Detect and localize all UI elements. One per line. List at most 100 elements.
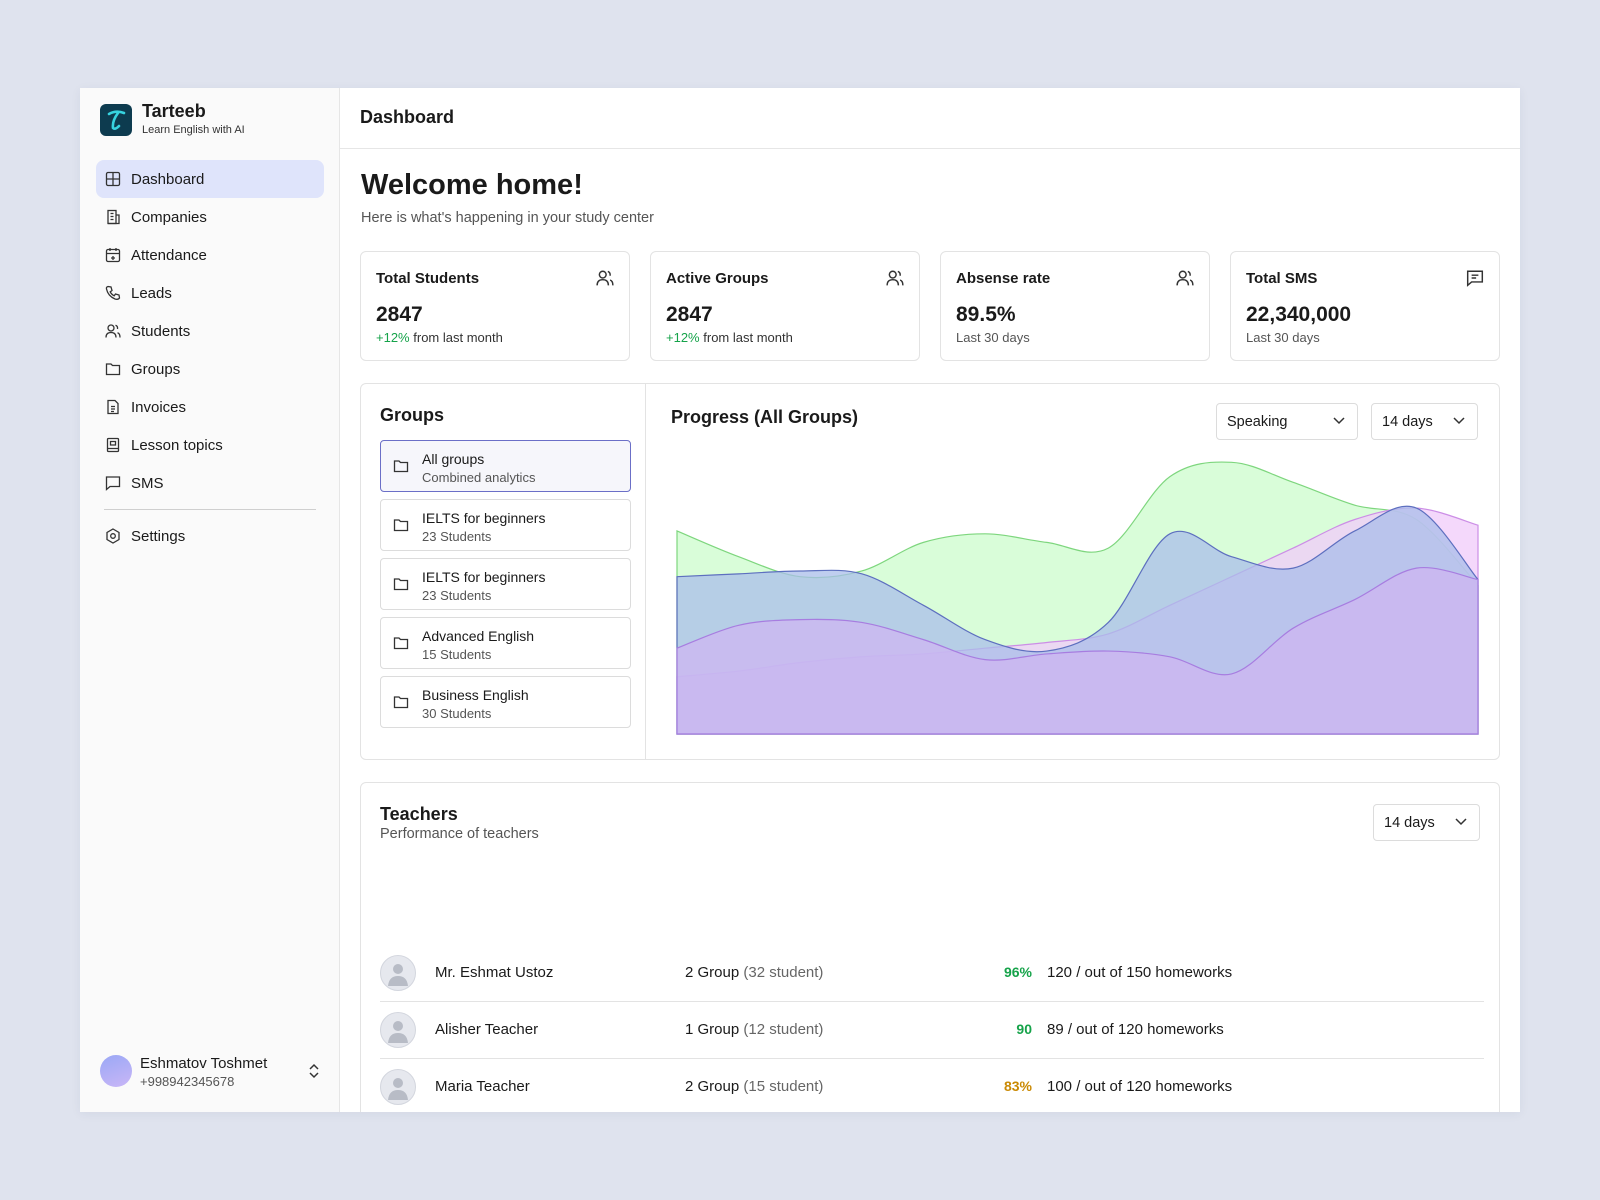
icon [393, 637, 409, 650]
welcome-title: Welcome home! [361, 169, 583, 201]
teacher-name: Mr. Eshmat Ustoz [435, 964, 554, 981]
header: Dashboard [340, 88, 1520, 149]
student-count: (15 student) [743, 1078, 824, 1095]
nav-item[interactable]: Companies [96, 198, 324, 236]
divider [104, 509, 316, 510]
nav-label: Invoices [131, 398, 187, 416]
nav-item[interactable]: Attendance [96, 236, 324, 274]
stat-sub: +12% from last month [666, 330, 793, 345]
brand-tagline: Learn English with AI [142, 124, 245, 136]
nav-label: Students [131, 322, 191, 340]
teachers-title: Teachers [380, 804, 458, 824]
nav-item[interactable]: SMS [96, 464, 324, 502]
teacher-homeworks: 100 / out of 120 homeworks [1047, 1078, 1233, 1095]
icon [105, 363, 121, 376]
group-detail: Combined analytics [422, 470, 536, 485]
stat-card: Total SMS 22,340,000 Last 30 days [1230, 251, 1500, 361]
groups-title: Groups [380, 405, 445, 425]
group-item[interactable]: Business English 30 Students [380, 676, 631, 728]
group-detail: 15 Students [422, 647, 492, 662]
user-phone: +998942345678 [140, 1074, 235, 1089]
chart-title: Progress (All Groups) [671, 407, 859, 427]
teacher-row: Maria Teacher 2 Group (15 student) 83% 100 … [380, 1059, 1484, 1112]
nav-item[interactable]: Invoices [96, 388, 324, 426]
settings-nav: Settings [96, 517, 324, 555]
icon [105, 248, 121, 263]
stat-card: Total Students 2847 +12% from last month [360, 251, 630, 361]
stat-label: Absense rate [956, 270, 1051, 287]
user-menu[interactable]: Eshmatov Toshmet +998942345678 [100, 1055, 320, 1089]
icon [105, 476, 121, 491]
group-item[interactable]: IELTS for beginners 23 Students [380, 558, 631, 610]
dropdown-label: 14 days [1382, 413, 1433, 430]
icon [107, 209, 120, 225]
nav-label: Attendance [131, 246, 207, 264]
nav-item[interactable]: Lesson topics [96, 426, 324, 464]
nav-item[interactable]: Students [96, 312, 324, 350]
period-dropdown[interactable]: 14 days [1373, 804, 1480, 841]
nav-label: Dashboard [131, 170, 205, 188]
teachers-card: Teachers Performance of teachers 14 days… [360, 782, 1500, 1112]
icon [105, 285, 121, 300]
group-item[interactable]: All groups Combined analytics [380, 440, 631, 492]
nav-item[interactable]: Groups [96, 350, 324, 388]
stat-change: +12% [376, 330, 410, 345]
group-item[interactable]: IELTS for beginners 23 Students [380, 499, 631, 551]
skill-dropdown[interactable]: Speaking [1216, 403, 1358, 440]
period-dropdown[interactable]: 14 days [1371, 403, 1478, 440]
logo [100, 104, 132, 136]
icon [1466, 270, 1484, 287]
stat-sub: Last 30 days [1246, 330, 1320, 345]
group-name: Business English [422, 687, 529, 703]
stat-change: +12% [666, 330, 700, 345]
nav-label: SMS [131, 474, 164, 492]
area-series [676, 566, 1479, 735]
stat-value: 89.5% [956, 303, 1016, 326]
nav-label: Companies [131, 208, 207, 226]
nav-item[interactable]: Leads [96, 274, 324, 312]
group-count: 1 Group [685, 1021, 740, 1038]
stat-card: Active Groups 2847 +12% from last month [650, 251, 920, 361]
group-detail: 23 Students [422, 588, 492, 603]
stat-label: Active Groups [666, 270, 769, 287]
nav-item[interactable]: Dashboard [96, 160, 324, 198]
teacher-homeworks: 120 / out of 150 homeworks [1047, 964, 1233, 981]
nav-label: Leads [131, 284, 172, 302]
stat-note: from last month [413, 330, 503, 345]
teacher-groups: 2 Group (32 student) [685, 964, 823, 981]
nav-item[interactable]: Settings [96, 517, 324, 555]
teacher-homeworks: 89 / out of 120 homeworks [1047, 1021, 1224, 1038]
teacher-avatar [380, 1012, 416, 1048]
sidebar: Tarteeb Learn English with AI Dashboard C… [80, 88, 340, 1112]
teacher-row: Alisher Teacher 1 Group (12 student) 90 89 … [380, 1002, 1484, 1059]
icon [105, 324, 121, 338]
teacher-avatar [380, 955, 416, 991]
icon [393, 460, 409, 473]
student-count: (32 student) [743, 964, 824, 981]
teacher-groups: 2 Group (15 student) [685, 1078, 823, 1095]
teacher-score: 83% [1003, 1078, 1032, 1094]
nav: Dashboard Companies Attendance Leads Student… [96, 160, 324, 502]
icon [393, 696, 409, 709]
student-count: (12 student) [743, 1021, 824, 1038]
stat-value: 22,340,000 [1246, 303, 1352, 326]
group-count: 2 Group [685, 964, 740, 981]
group-detail: 30 Students [422, 706, 492, 721]
group-detail: 23 Students [422, 529, 492, 544]
group-count: 2 Group [685, 1078, 740, 1095]
main: Dashboard Welcome home! Here is what's h… [340, 88, 1520, 1112]
teacher-rows: Mr. Eshmat Ustoz 2 Group (32 student) 96% 1… [380, 945, 1484, 1112]
stat-card: Absense rate 89.5% Last 30 days [940, 251, 1210, 361]
group-item[interactable]: Advanced English 15 Students [380, 617, 631, 669]
user-avatar [100, 1055, 132, 1087]
dropdown-label: 14 days [1384, 814, 1435, 831]
nav-label: Lesson topics [131, 436, 223, 454]
user-name: Eshmatov Toshmet [140, 1055, 268, 1072]
teacher-name: Alisher Teacher [435, 1021, 539, 1038]
icon [1176, 270, 1194, 286]
group-list: All groups Combined analytics IELTS for be… [380, 440, 631, 735]
groups-panel: Groups All groups Combined analytics IELTS… [361, 384, 646, 759]
stats: Total Students 2847 +12% from last month Ac… [360, 251, 1500, 361]
